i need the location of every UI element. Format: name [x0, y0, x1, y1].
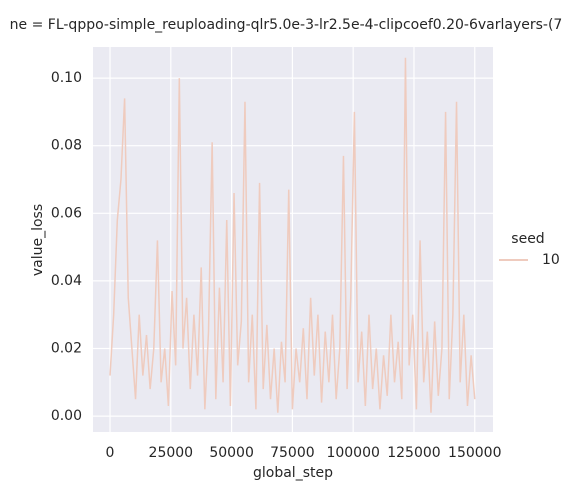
y-tick-label: 0.08	[51, 138, 82, 154]
x-tick-label: 50000	[209, 445, 254, 461]
chart-title: ne = FL-qppo-simple_reuploading-qlr5.0e-…	[10, 17, 563, 33]
x-tick-label: 150000	[448, 445, 501, 461]
x-tick-label: 75000	[270, 445, 315, 461]
x-axis-label: global_step	[253, 465, 333, 481]
x-tick-label: 0	[106, 445, 115, 461]
y-tick-label: 0.06	[51, 205, 82, 221]
legend-title: seed	[511, 231, 544, 247]
plot-background	[93, 47, 493, 432]
x-tick-label: 100000	[326, 445, 379, 461]
y-tick-label: 0.04	[51, 273, 82, 289]
y-axis-label: value_loss	[30, 204, 46, 276]
line	[109, 57, 476, 413]
y-tick-label: 0.00	[51, 408, 82, 424]
legend-label: 10	[542, 252, 560, 268]
x-tick-label: 125000	[387, 445, 440, 461]
y-tick-label: 0.10	[51, 70, 82, 86]
x-tick-label: 25000	[149, 445, 194, 461]
y-tick-label: 0.02	[51, 341, 82, 357]
